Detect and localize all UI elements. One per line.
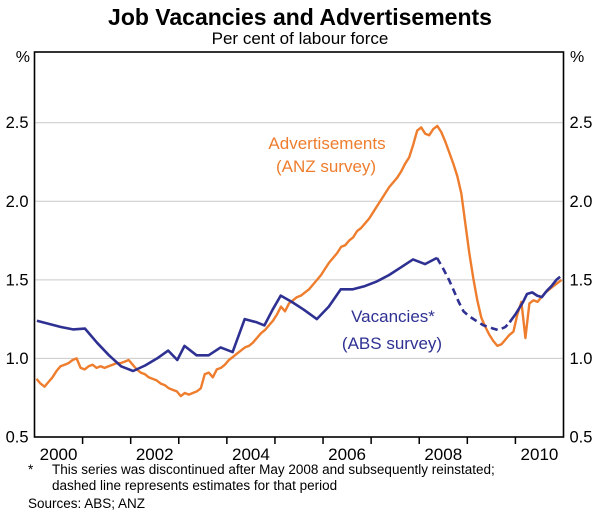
sources-note: Sources: ABS; ANZ: [28, 496, 146, 511]
plot-frame: [33, 51, 565, 438]
y-tick-label-left: 1.5: [6, 271, 29, 289]
x-axis-year-label: 2008: [424, 445, 462, 464]
x-axis-year-label: 2010: [521, 445, 559, 464]
advertisements-series-label: Advertisements: [268, 134, 386, 153]
y-tick-label-left: 2.0: [6, 193, 29, 211]
y-tick-label-right: 2.0: [570, 193, 593, 211]
y-tick-label-right: 0.5: [570, 429, 593, 447]
y-tick-label-right: 1.0: [570, 350, 593, 368]
advertisements-line: [35, 124, 563, 398]
vacancies-series-label: Vacancies*: [351, 307, 435, 326]
footnote-marker: *: [28, 462, 34, 477]
footnote-text-line1: This series was discontinued after May 2…: [52, 462, 495, 477]
footnote: * This series was discontinued after May…: [28, 462, 588, 493]
chart-subtitle: Per cent of labour force: [211, 29, 389, 48]
vacancies-line-solid: [36, 256, 438, 373]
y-tick-label-left: 0.5: [6, 429, 29, 447]
x-axis-year-label: 2002: [136, 445, 174, 464]
y-axis-unit-left: %: [15, 49, 30, 66]
vacancies-line-dashed-estimate: [435, 257, 511, 332]
y-tick-label-right: 1.5: [570, 271, 593, 289]
footnote-text-line2: dashed line represents estimates for tha…: [52, 477, 338, 493]
chart-title: Job Vacancies and Advertisements: [108, 4, 492, 30]
x-axis-year-label: 2006: [328, 445, 366, 464]
y-tick-label-left: 2.5: [6, 114, 29, 132]
x-axis-year-label: 2000: [40, 445, 78, 464]
y-axis-unit-right: %: [570, 49, 585, 66]
y-tick-label-right: 2.5: [570, 114, 593, 132]
vacancies-series-sublabel: (ABS survey): [341, 334, 443, 353]
y-tick-label-left: 1.0: [6, 350, 29, 368]
vacancies-line-solid: [508, 275, 561, 324]
advertisements-series-sublabel: (ANZ survey): [275, 157, 377, 176]
x-axis-year-label: 2004: [232, 445, 270, 464]
